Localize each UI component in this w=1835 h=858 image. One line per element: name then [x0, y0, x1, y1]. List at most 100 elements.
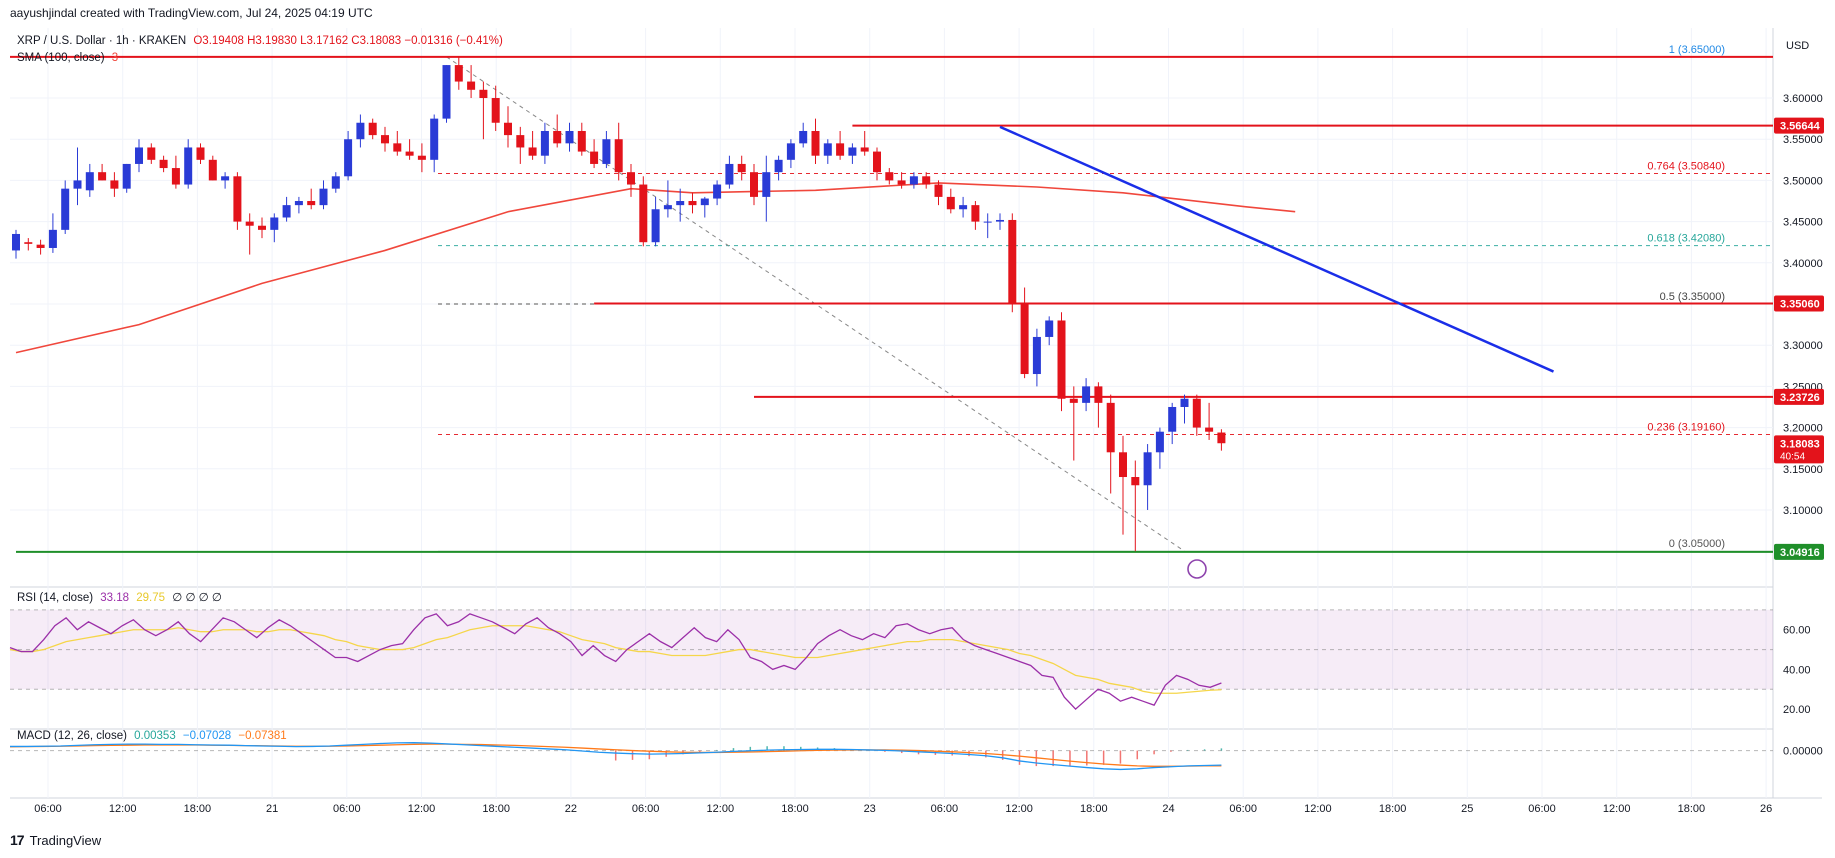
price-tick-label: 3.50000: [1783, 175, 1823, 187]
time-tick-label: 12:00: [1005, 803, 1033, 815]
candle-body: [688, 201, 697, 206]
rsi-tick-label: 20.00: [1783, 704, 1811, 716]
candle-body: [737, 163, 746, 173]
candle-body: [442, 65, 451, 119]
candle-body: [860, 147, 869, 152]
candle-body: [983, 221, 992, 223]
time-tick-label: 18:00: [1678, 803, 1706, 815]
time-tick-label: 25: [1461, 803, 1473, 815]
price-tag-label: 3.04916: [1780, 547, 1820, 559]
macd-line: [10, 742, 1222, 771]
rsi-legend[interactable]: RSI (14, close) 33.18 29.75 ∅ ∅ ∅ ∅: [17, 590, 226, 604]
time-tick-label: 24: [1162, 803, 1174, 815]
time-tick-label: 18:00: [781, 803, 809, 815]
time-tick-label: 18:00: [482, 803, 510, 815]
price-tick-label: 3.20000: [1783, 423, 1823, 435]
time-tick-label: 06:00: [931, 803, 959, 815]
tradingview-footer[interactable]: 17 TradingView: [10, 832, 101, 848]
candle-body: [504, 122, 512, 136]
candle-body: [700, 198, 709, 206]
candle-body: [885, 172, 894, 181]
fib-level-label: 0 (3.05000): [1669, 538, 1725, 550]
countdown-label: 40:54: [1780, 451, 1805, 462]
macd-tick-label: 0.00000: [1783, 746, 1823, 758]
author-line: aayushjindal created with TradingView.co…: [10, 6, 373, 20]
candle-body: [258, 225, 266, 230]
time-tick-label: 12:00: [109, 803, 137, 815]
macd-legend[interactable]: MACD (12, 26, close) 0.00353 −0.07028 −0…: [17, 730, 291, 742]
candle-body: [1205, 427, 1214, 432]
candle-body: [1180, 398, 1189, 407]
candle-body: [393, 143, 402, 152]
fib-level-label: 0.5 (3.35000): [1660, 291, 1725, 303]
candle-body: [61, 188, 70, 230]
candle-body: [528, 147, 537, 156]
time-tick-label: 12:00: [408, 803, 436, 815]
price-tag-label: 3.35060: [1780, 299, 1820, 311]
candle-body: [1020, 304, 1029, 375]
sma-value: 3: [111, 52, 119, 64]
brand-name: TradingView: [29, 832, 102, 848]
sma-legend[interactable]: SMA (100, close) 3: [17, 52, 122, 64]
candle-body: [996, 219, 1004, 222]
candle-body: [577, 130, 586, 152]
candle-body: [171, 168, 180, 185]
candle-body: [614, 139, 623, 173]
price-tag-background: [1774, 435, 1824, 464]
tradingview-logo-icon: 17: [10, 832, 25, 848]
time-tick-label: 06:00: [1229, 803, 1257, 815]
time-tick-label: 06:00: [34, 803, 62, 815]
price-tag-background: [1774, 543, 1824, 560]
candle-body: [344, 139, 353, 177]
time-tick-label: 21: [266, 803, 278, 815]
candle-body: [725, 163, 734, 185]
rsi-ma-line: [9, 625, 1222, 694]
candle-body: [1082, 386, 1091, 403]
candle-body: [467, 81, 476, 90]
candle-body: [1106, 402, 1115, 453]
candle-body: [381, 135, 389, 144]
candle-body: [651, 209, 660, 243]
candle-body: [1155, 431, 1164, 453]
candle-body: [1168, 406, 1177, 432]
candle-body: [159, 159, 168, 169]
candle-body: [98, 172, 107, 181]
candle-body: [110, 180, 119, 189]
candle-body: [516, 135, 525, 148]
candle-body: [627, 172, 635, 185]
candle-body: [713, 184, 722, 199]
candle-body: [934, 184, 943, 197]
candle-body: [836, 143, 845, 156]
price-tag-background: [1774, 295, 1824, 312]
candle-body: [135, 147, 143, 164]
candle-body: [184, 147, 193, 185]
time-tick-label: 12:00: [1603, 803, 1631, 815]
candle-body: [73, 180, 82, 189]
price-tick-label: 3.15000: [1783, 464, 1823, 476]
time-tick-label: 18:00: [1080, 803, 1108, 815]
candle-body: [1094, 386, 1103, 403]
symbol-name[interactable]: XRP / U.S. Dollar · 1h · KRAKEN: [17, 35, 187, 47]
candle-body: [639, 184, 648, 243]
price-tick-label: 3.55000: [1783, 134, 1823, 146]
ohlc-values: O3.19408 H3.19830 L3.17162 C3.18083 −0.0…: [193, 35, 503, 47]
time-tick-label: 12:00: [1304, 803, 1332, 815]
time-tick-label: 23: [864, 803, 876, 815]
price-tick-label: 3.45000: [1783, 217, 1823, 229]
candle-body: [368, 122, 377, 136]
candle-body: [208, 159, 217, 181]
candle-body: [762, 172, 771, 197]
currency-label: USD: [1786, 40, 1809, 52]
candle-body: [196, 147, 205, 160]
candle-body: [1143, 452, 1152, 486]
candle-body: [959, 205, 968, 210]
candle-body: [454, 65, 463, 82]
candle-body: [540, 130, 549, 156]
symbol-legend: XRP / U.S. Dollar · 1h · KRAKEN O3.19408…: [17, 35, 507, 47]
candle-body: [1217, 432, 1226, 444]
price-tick-label: 3.60000: [1783, 93, 1823, 105]
time-tick-label: 06:00: [632, 803, 660, 815]
candle-body: [331, 176, 340, 189]
candle-body: [590, 151, 599, 164]
